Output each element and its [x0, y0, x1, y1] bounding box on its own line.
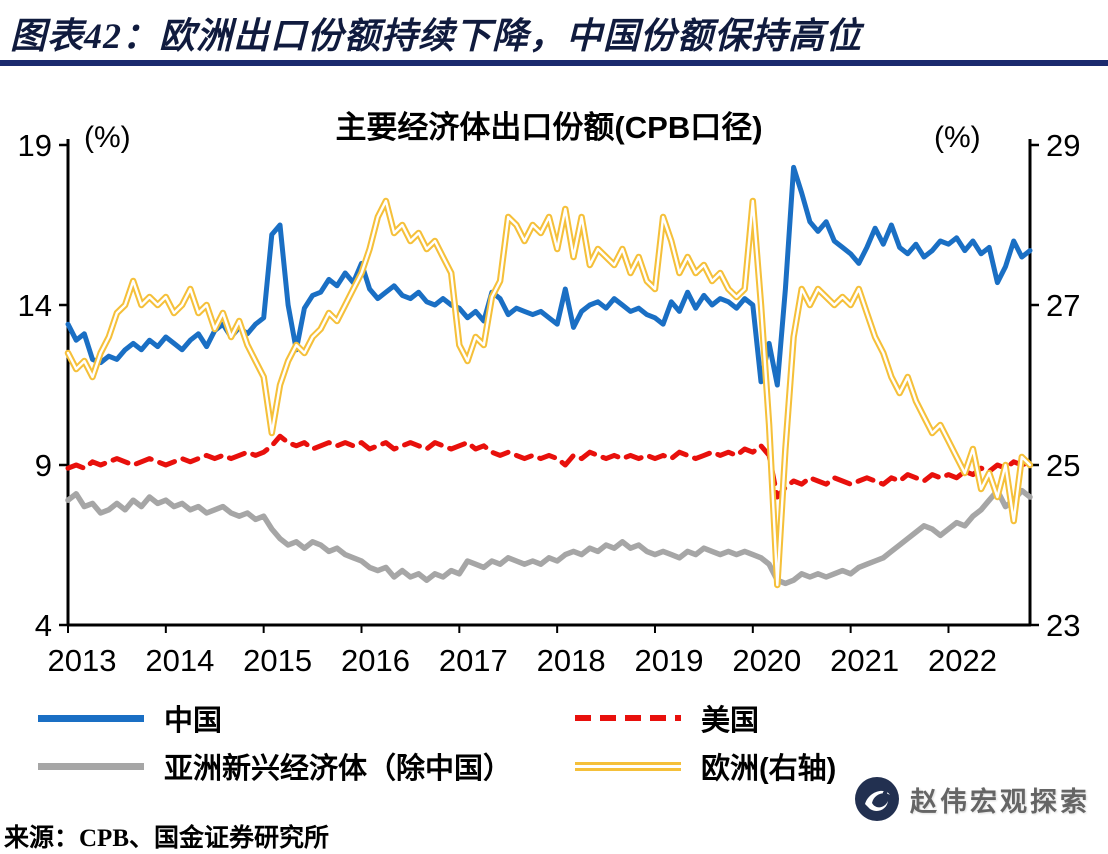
legend-label-asia-ex-china: 亚洲新兴经济体（除中国） — [164, 753, 513, 785]
x-axis-tick-label: 2017 — [439, 643, 508, 678]
legend-marker-china — [38, 714, 144, 722]
right-axis-tick-label: 27 — [1046, 288, 1080, 323]
series-line-europe — [64, 197, 1034, 589]
x-axis-tick-label: 2013 — [48, 643, 117, 678]
x-axis-tick-label: 2020 — [732, 643, 801, 678]
legend-label-us: 美国 — [701, 705, 760, 737]
left-axis-unit-label: (%) — [84, 121, 131, 154]
series-line-asia_ex_china — [65, 487, 1033, 587]
legend-item-asia-ex-china: 亚洲新兴经济体（除中国） — [38, 742, 512, 790]
right-axis-tick-label: 23 — [1046, 608, 1080, 643]
legend-marker-asia-ex-china — [38, 762, 144, 770]
x-axis-tick-label: 2021 — [830, 643, 899, 678]
right-axis-unit-label: (%) — [934, 121, 981, 154]
left-axis-tick-label: 14 — [18, 288, 52, 323]
left-axis-tick-label: 19 — [18, 128, 52, 163]
legend-item-europe: 欧洲(右轴) — [575, 742, 836, 790]
x-axis-tick-label: 2015 — [243, 643, 312, 678]
series-line-europe-core — [66, 199, 1032, 587]
series-line-us — [65, 433, 1033, 500]
figure-header: 图表42：欧洲出口份额持续下降，中国份额保持高位 — [0, 0, 1108, 66]
x-axis-tick-label: 2019 — [634, 643, 703, 678]
legend-label-europe: 欧洲(右轴) — [701, 753, 837, 785]
legend-label-china: 中国 — [164, 705, 223, 737]
right-axis-tick-label: 25 — [1046, 448, 1080, 483]
chart-plot: 4 9 14 19 23 25 27 29 2013 2014 2015 2016 2017 2018 20… — [18, 128, 1081, 678]
x-axis-tick-label: 2018 — [537, 643, 606, 678]
figure-title: 图表42：欧洲出口份额持续下降，中国份额保持高位 — [10, 16, 863, 56]
source-text: 来源：CPB、国金证券研究所 — [4, 825, 330, 852]
legend-row-2: 亚洲新兴经济体（除中国） 欧洲(右轴) — [0, 742, 1108, 790]
legend-marker-europe — [575, 761, 681, 771]
x-axis-tick-label: 2022 — [928, 643, 997, 678]
x-axis-tick-label: 2016 — [341, 643, 410, 678]
watermark-logo-icon — [855, 777, 899, 821]
chart-legend: 中国 美国 亚洲新兴经济体（除中国） 欧洲(右轴) — [0, 694, 1108, 794]
x-axis-tick-label: 2014 — [145, 643, 214, 678]
legend-marker-us — [575, 715, 681, 721]
legend-item-us: 美国 — [575, 694, 759, 742]
left-axis-tick-label: 4 — [35, 608, 52, 643]
right-axis-tick-label: 29 — [1046, 128, 1080, 163]
watermark: 赵伟宏观探索 — [854, 776, 1090, 822]
legend-item-china: 中国 — [38, 694, 222, 742]
watermark-text: 赵伟宏观探索 — [910, 786, 1090, 817]
left-axis-tick-label: 9 — [35, 448, 52, 483]
legend-row-1: 中国 美国 — [0, 694, 1108, 742]
chart-title: 主要经济体出口份额(CPB口径) — [335, 110, 763, 145]
